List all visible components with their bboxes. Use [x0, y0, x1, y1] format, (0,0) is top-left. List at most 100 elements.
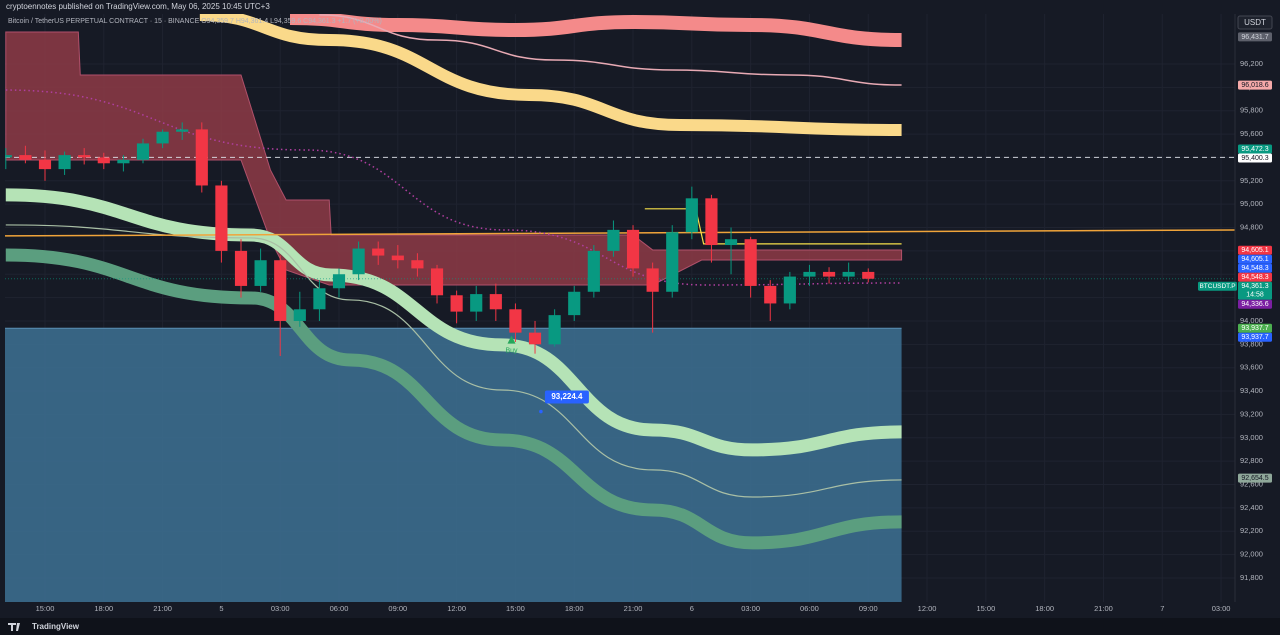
currency-box[interactable]: [1237, 15, 1273, 30]
y-tick-label: 92,400: [1240, 503, 1263, 512]
x-tick-label: 09:00: [388, 604, 407, 613]
y-tick-label: 93,200: [1240, 409, 1263, 418]
y-tick-label: 95,600: [1240, 129, 1263, 138]
price-label: 93,937.7: [1241, 325, 1268, 332]
footer-bar: [0, 618, 1280, 635]
candle-body: [666, 232, 679, 292]
price-label: 96,018.6: [1241, 82, 1268, 89]
candle-body: [411, 260, 424, 269]
indicator-line: [290, 14, 902, 48]
price-label-box: [1238, 32, 1272, 42]
candle-body: [136, 143, 150, 160]
candle-body: [352, 248, 365, 275]
y-tick-label: 95,800: [1240, 106, 1263, 115]
price-label-box: [1238, 144, 1272, 154]
y-tick-label: 92,600: [1240, 479, 1263, 488]
candle-body: [744, 239, 757, 286]
price-label-box: [1238, 254, 1272, 264]
candle-body: [626, 229, 640, 269]
candle-body: [783, 276, 796, 304]
buy-label: Buy: [505, 347, 518, 354]
y-tick-label: 91,800: [1240, 573, 1263, 582]
candle-body: [234, 250, 248, 286]
price-label: 94,361.3: [1241, 283, 1268, 290]
price-label: 94,548.3: [1241, 274, 1268, 281]
candle-body: [724, 239, 738, 246]
candle-body: [587, 250, 600, 292]
legend: Bitcoin / TetherUS PERPETUAL CONTRACT · …: [8, 18, 382, 25]
price-label: 92,654.5: [1241, 475, 1268, 482]
candle-body: [548, 315, 561, 345]
candle-body: [195, 129, 208, 186]
candle-body: [862, 271, 875, 279]
y-tick-label: 93,600: [1240, 363, 1263, 372]
x-tick-label: 6: [690, 604, 694, 613]
countdown: 14:58: [1246, 292, 1264, 299]
annotation-point: [539, 409, 543, 414]
candle-body: [646, 268, 659, 292]
x-tick-label: 21:00: [153, 604, 172, 613]
x-tick-label: 5: [219, 604, 223, 613]
candle-body: [470, 294, 483, 312]
plot: Buy 93,224.4: [5, 14, 1235, 602]
candle-body: [430, 268, 444, 296]
price-label: 94,605.1: [1241, 247, 1268, 254]
x-tick-label: 18:00: [565, 604, 584, 613]
price-label: 95,400.3: [1241, 155, 1268, 162]
candle-body: [293, 309, 306, 321]
candle-body: [38, 159, 52, 170]
indicator-line: [5, 188, 902, 457]
y-tick-label: 92,200: [1240, 526, 1263, 535]
candle-body: [372, 248, 385, 256]
indicator-line: [5, 89, 902, 286]
candle-body: [117, 159, 130, 164]
candle-body: [97, 157, 110, 164]
buy-signal: [507, 335, 516, 344]
currency[interactable]: USDT: [1244, 18, 1266, 27]
candle-body: [391, 255, 404, 261]
x-tick-label: 03:00: [1212, 604, 1231, 613]
x-tick-label: 03:00: [741, 604, 760, 613]
y-tick-label: 96,200: [1240, 59, 1263, 68]
annotation-box: [544, 390, 589, 404]
candle-body: [254, 260, 267, 286]
price-label-box: [1238, 473, 1272, 483]
candle-body: [764, 285, 777, 304]
price-label: 94,605.1: [1241, 256, 1268, 263]
candle-body: [58, 155, 71, 170]
candle-body: [332, 274, 346, 289]
candle-body: [509, 309, 522, 333]
x-tick-label: 21:00: [624, 604, 643, 613]
header-bar: [0, 0, 1280, 14]
x-tick-label: 06:00: [330, 604, 349, 613]
x-tick-label: 15:00: [506, 604, 525, 613]
x-tick-label: 7: [1160, 604, 1164, 613]
price-label-box: [1238, 299, 1272, 309]
x-tick-label: 15:00: [36, 604, 55, 613]
price-label-box: [1238, 153, 1272, 163]
candle-body: [5, 155, 12, 158]
x-tick-label: 18:00: [1035, 604, 1054, 613]
cloud: [5, 31, 903, 286]
footer: TradingView: [32, 622, 80, 631]
candle-body: [489, 294, 502, 310]
indicator-line: [5, 229, 1235, 237]
price-label-box: [1238, 272, 1272, 282]
price-label-box: [1238, 281, 1272, 300]
y-tick-label: 95,200: [1240, 176, 1263, 185]
annotation-label: 93,224.4: [551, 392, 583, 401]
y-tick-label: 94,000: [1240, 316, 1263, 325]
x-tick-label: 15:00: [976, 604, 995, 613]
price-label-box: [1238, 332, 1272, 342]
y-tick-label: 92,800: [1240, 456, 1263, 465]
candle-body: [19, 155, 32, 160]
symbol-box: [1198, 281, 1237, 291]
y-tick-label: 94,800: [1240, 223, 1263, 232]
x-tick-label: 12:00: [918, 604, 937, 613]
candle-body: [176, 129, 189, 132]
y-tick-label: 93,000: [1240, 433, 1263, 442]
candle-body: [568, 291, 581, 316]
candle-body: [215, 185, 228, 251]
range-box: [5, 328, 902, 602]
